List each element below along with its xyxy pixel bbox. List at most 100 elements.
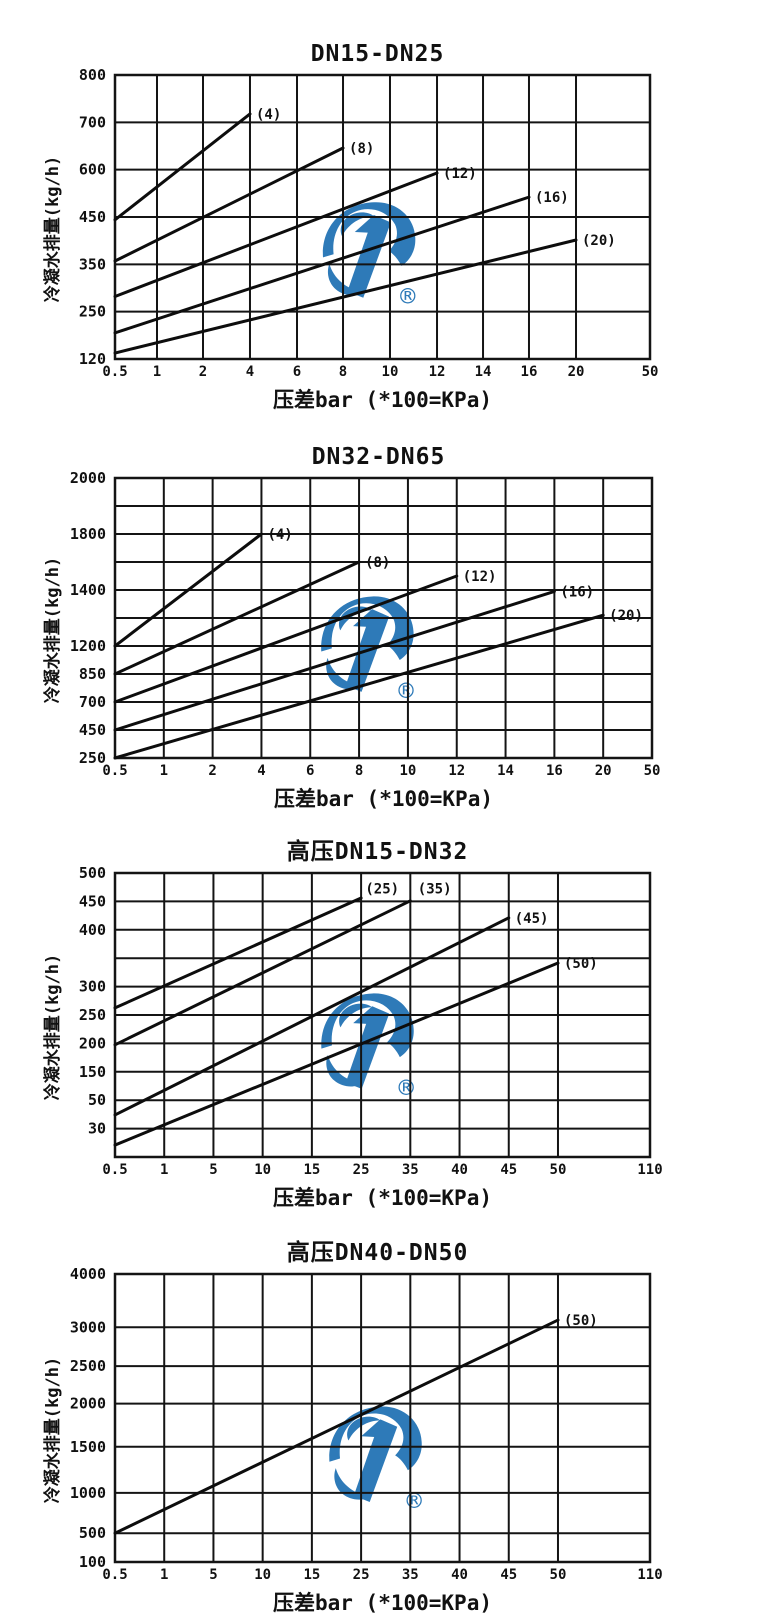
curve-label-(45): (45) xyxy=(515,911,549,927)
y-tick-label-250: 250 xyxy=(79,303,106,321)
x-tick-label-0.5: 0.5 xyxy=(102,364,127,380)
y-tick-label-850: 850 xyxy=(79,665,106,683)
plot-border xyxy=(113,476,654,760)
y-axis-title: 冷凝水排量(kg/h) xyxy=(42,1357,63,1503)
x-tick-label-0.5: 0.5 xyxy=(102,1162,127,1178)
y-tick-label-2500: 2500 xyxy=(70,1357,106,1375)
x-tick-label-0.5: 0.5 xyxy=(102,1567,127,1583)
x-tick-label-110: 110 xyxy=(637,1567,662,1583)
x-tick-label-40: 40 xyxy=(451,1567,468,1583)
x-tick-label-2: 2 xyxy=(208,763,216,779)
y-tick-label-250: 250 xyxy=(79,1006,106,1024)
x-tick-label-45: 45 xyxy=(500,1162,517,1178)
x-tick-label-10: 10 xyxy=(382,364,399,380)
y-tick-label-1500: 1500 xyxy=(70,1438,106,1456)
curve-(8) xyxy=(113,146,345,263)
curve-(16) xyxy=(113,195,531,335)
y-tick-label-600: 600 xyxy=(79,161,106,179)
curve-(45) xyxy=(113,916,511,1117)
x-tick-label-5: 5 xyxy=(209,1567,217,1583)
x-tick-label-5: 5 xyxy=(209,1162,217,1178)
y-tick-label-1200: 1200 xyxy=(70,637,106,655)
x-tick-label-4: 4 xyxy=(246,364,254,380)
y-tick-label-4000: 4000 xyxy=(70,1265,106,1283)
registered-trademark-symbol: ® xyxy=(400,281,416,311)
curve-label-(8): (8) xyxy=(349,141,374,157)
y-tick-label-450: 450 xyxy=(79,721,106,739)
x-tick-label-10: 10 xyxy=(400,763,417,779)
x-tick-label-1: 1 xyxy=(160,1162,168,1178)
curve-(4) xyxy=(113,532,263,648)
x-tick-label-8: 8 xyxy=(339,364,347,380)
curve-label-(4): (4) xyxy=(267,527,292,543)
x-tick-label-2: 2 xyxy=(199,364,207,380)
x-tick-label-16: 16 xyxy=(546,763,563,779)
chart-dn32-dn65: ®0.5 1 2 4 6 8 10 12 14 16 20 502000180014001200850… xyxy=(42,444,660,811)
y-tick-label-300: 300 xyxy=(79,978,106,996)
brand-logo-watermark: ® xyxy=(321,993,415,1102)
x-tick-label-10: 10 xyxy=(254,1162,271,1178)
curve-label-(20): (20) xyxy=(609,608,643,624)
curve-label-(35): (35) xyxy=(418,882,452,898)
x-axis-title: 压差bar (*100=KPa) xyxy=(273,388,492,412)
y-tick-label-500: 500 xyxy=(79,864,106,882)
x-tick-label-1: 1 xyxy=(160,763,168,779)
chart-title: DN15-DN25 xyxy=(311,41,445,67)
curve-label-(50): (50) xyxy=(564,1313,598,1329)
y-tick-label-350: 350 xyxy=(79,255,106,273)
x-tick-label-35: 35 xyxy=(402,1162,419,1178)
x-tick-label-1: 1 xyxy=(160,1567,168,1583)
chart-title: 高压DN40-DN50 xyxy=(287,1239,469,1266)
x-tick-label-25: 25 xyxy=(353,1162,370,1178)
curve-(20) xyxy=(113,238,578,355)
y-tick-label-1000: 1000 xyxy=(70,1484,106,1502)
brand-logo-watermark: ® xyxy=(322,202,416,311)
y-tick-label-200: 200 xyxy=(79,1034,106,1052)
x-tick-label-50: 50 xyxy=(550,1162,567,1178)
x-tick-label-20: 20 xyxy=(568,364,585,380)
curve-(8) xyxy=(113,560,361,676)
y-tick-label-1800: 1800 xyxy=(70,525,106,543)
registered-trademark-symbol: ® xyxy=(399,1072,415,1102)
x-tick-label-16: 16 xyxy=(521,364,538,380)
plot-border xyxy=(113,73,652,361)
y-tick-label-250: 250 xyxy=(79,749,106,767)
y-tick-label-2000: 2000 xyxy=(70,469,106,487)
curve-(50) xyxy=(113,961,560,1147)
chart-title: DN32-DN65 xyxy=(312,444,446,470)
brand-logo-watermark: ® xyxy=(321,596,414,705)
plot-border xyxy=(113,871,652,1159)
x-axis-title: 压差bar (*100=KPa) xyxy=(273,1186,492,1210)
y-axis-title: 冷凝水排量(kg/h) xyxy=(42,557,63,703)
y-tick-label-120: 120 xyxy=(79,350,106,368)
x-tick-label-40: 40 xyxy=(451,1162,468,1178)
curve-(25) xyxy=(113,896,363,1010)
curve-(12) xyxy=(113,574,459,704)
x-tick-label-6: 6 xyxy=(293,364,301,380)
curve-label-(12): (12) xyxy=(443,166,477,182)
x-tick-label-35: 35 xyxy=(402,1567,419,1583)
y-tick-label-400: 400 xyxy=(79,921,106,939)
curve-label-(20): (20) xyxy=(582,233,616,249)
y-tick-label-1400: 1400 xyxy=(70,581,106,599)
x-axis-title: 压差bar (*100=KPa) xyxy=(274,787,493,811)
curve-label-(8): (8) xyxy=(365,555,390,571)
y-tick-label-700: 700 xyxy=(79,113,106,131)
y-tick-label-2000: 2000 xyxy=(70,1395,106,1413)
chart-dn15-dn25: ®0.5 1 2 4 6 8 10 12 14 16 20 508007006004503502501… xyxy=(42,41,658,412)
curve-(35) xyxy=(113,899,412,1047)
x-tick-label-15: 15 xyxy=(303,1162,320,1178)
x-tick-label-50: 50 xyxy=(644,763,661,779)
x-tick-label-14: 14 xyxy=(497,763,514,779)
chart-hp-dn40-dn50: ®0.5 1 5 10 15 25 35 40 45 50 11040003000250020001… xyxy=(42,1239,663,1615)
y-tick-label-800: 800 xyxy=(79,66,106,84)
x-tick-label-50: 50 xyxy=(550,1567,567,1583)
y-tick-label-50: 50 xyxy=(88,1091,106,1109)
x-tick-label-110: 110 xyxy=(637,1162,662,1178)
x-tick-label-20: 20 xyxy=(595,763,612,779)
x-tick-label-10: 10 xyxy=(254,1567,271,1583)
x-tick-label-8: 8 xyxy=(355,763,363,779)
registered-trademark-symbol: ® xyxy=(407,1485,423,1515)
